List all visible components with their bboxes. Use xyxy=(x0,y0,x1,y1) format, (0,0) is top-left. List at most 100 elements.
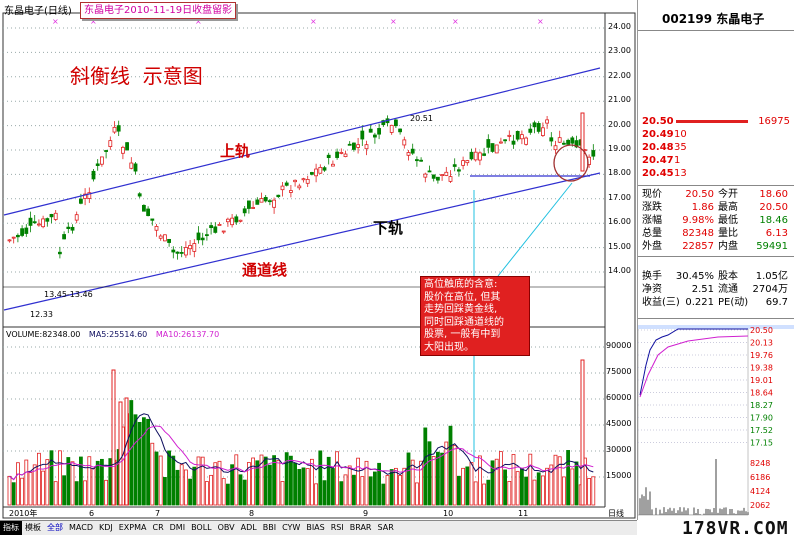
candlestick xyxy=(246,200,251,214)
order-price: 20.50 xyxy=(642,116,674,127)
volume-bar xyxy=(347,465,352,506)
volume-bar xyxy=(356,457,361,506)
candlestick xyxy=(121,145,125,160)
tab-sar[interactable]: SAR xyxy=(377,523,394,532)
volume-bar xyxy=(146,418,151,506)
mini-price-label: 18.64 xyxy=(750,389,773,398)
volume-bar xyxy=(242,479,247,506)
note-line: 股价在高位, 但其 xyxy=(424,291,501,303)
volume-bar xyxy=(574,461,579,506)
volume-bar xyxy=(435,451,440,506)
divider xyxy=(638,185,794,186)
volume-bar xyxy=(238,474,243,506)
candlestick xyxy=(24,224,29,237)
candlestick xyxy=(272,197,277,214)
order-volume: 1 xyxy=(674,155,681,166)
volume-bar xyxy=(587,478,591,506)
tab-rsi[interactable]: RSI xyxy=(330,523,344,532)
volume-bar xyxy=(95,460,100,506)
candlestick xyxy=(431,174,436,182)
stat-value: 6.13 xyxy=(765,228,788,239)
candlestick xyxy=(326,152,331,165)
price-axis-label: 23.00 xyxy=(608,46,631,56)
candlestick xyxy=(204,228,209,241)
volume-bar xyxy=(230,464,235,506)
volume-bar xyxy=(389,469,394,506)
volume-bar xyxy=(414,482,419,506)
volume-bar xyxy=(486,479,491,506)
candlestick xyxy=(402,136,407,149)
month-label: 11 xyxy=(518,509,529,518)
order-row: 20.48 35 xyxy=(642,141,792,154)
stat-label: 涨跌 xyxy=(642,202,662,213)
volume-bar xyxy=(104,479,108,506)
channel-line-label: 通道线 xyxy=(242,261,288,279)
candlestick xyxy=(532,120,537,134)
volume-bar xyxy=(494,458,499,506)
candlestick xyxy=(259,192,264,203)
tab-obv[interactable]: OBV xyxy=(217,523,235,532)
volume-bar xyxy=(477,455,482,506)
mini-volume-label: 8248 xyxy=(750,459,770,468)
order-volume: 13 xyxy=(674,168,687,179)
candlestick xyxy=(389,124,394,135)
candlestick xyxy=(230,213,235,228)
candlestick xyxy=(503,139,508,144)
order-volume-bar xyxy=(676,120,748,123)
tab-bias[interactable]: BIAS xyxy=(306,523,325,532)
tab-bbi[interactable]: BBI xyxy=(262,523,277,532)
candlestick xyxy=(87,187,92,203)
ma5-value: MA5:25514.60 xyxy=(88,330,148,339)
stat-value: 18.60 xyxy=(759,189,788,200)
volume-bar xyxy=(45,459,50,506)
tab-dmi[interactable]: DMI xyxy=(169,523,186,532)
candlestick xyxy=(91,169,96,182)
candlestick xyxy=(116,120,121,137)
tab-cr[interactable]: CR xyxy=(152,523,164,532)
price-axis-label: 17.00 xyxy=(608,192,631,202)
stat-label: 最高 xyxy=(718,202,738,213)
volume-bar xyxy=(167,450,172,506)
tab-boll[interactable]: BOLL xyxy=(191,523,212,532)
tab-all[interactable]: 全部 xyxy=(47,523,63,532)
candlestick xyxy=(209,222,214,235)
volume-axis-label: 15000 xyxy=(606,471,632,480)
stat-label: 外盘 xyxy=(642,241,662,252)
tab-kdj[interactable]: KDJ xyxy=(98,523,113,532)
highlight-circle xyxy=(553,144,589,182)
tab-macd[interactable]: MACD xyxy=(69,523,93,532)
stat-label: 股本 xyxy=(718,271,738,282)
volume-bar xyxy=(83,480,87,506)
candlestick xyxy=(276,194,281,199)
tab-indicator[interactable]: 指标 xyxy=(0,521,22,535)
tab-adl[interactable]: ADL xyxy=(240,523,257,532)
candlestick xyxy=(15,233,20,243)
note-line: 大阳出现。 xyxy=(424,341,474,353)
tab-brar[interactable]: BRAR xyxy=(349,523,372,532)
main-title: 斜衡线 示意图 xyxy=(70,64,203,88)
mini-price-label: 17.90 xyxy=(750,414,773,423)
svg-text:×: × xyxy=(195,17,202,26)
volume-header: VOLUME:82348.00 MA5:25514.60 MA10:26137.… xyxy=(6,330,219,339)
tab-cyw[interactable]: CYW xyxy=(282,523,301,532)
order-price: 20.45 xyxy=(642,168,674,179)
stat-row: 换手 30.45% 股本 1.05亿 xyxy=(642,270,792,283)
mini-price-label: 17.15 xyxy=(750,439,773,448)
candlestick xyxy=(280,181,285,197)
tab-template[interactable]: 模板 xyxy=(25,523,41,532)
candlestick xyxy=(28,211,33,233)
volume-bar xyxy=(469,462,474,506)
candlestick xyxy=(301,177,306,183)
candlestick xyxy=(108,136,113,150)
candlestick xyxy=(364,140,369,156)
candlestick xyxy=(95,159,100,171)
candlestick xyxy=(104,149,108,159)
candlestick xyxy=(167,238,172,247)
tab-expma[interactable]: EXPMA xyxy=(118,523,147,532)
stat-value: 2704万 xyxy=(752,284,788,295)
candlestick xyxy=(74,211,79,224)
volume-bar xyxy=(28,472,33,506)
candlestick xyxy=(83,188,87,206)
candlestick xyxy=(591,144,596,160)
stat-label: PE(动) xyxy=(718,297,749,308)
